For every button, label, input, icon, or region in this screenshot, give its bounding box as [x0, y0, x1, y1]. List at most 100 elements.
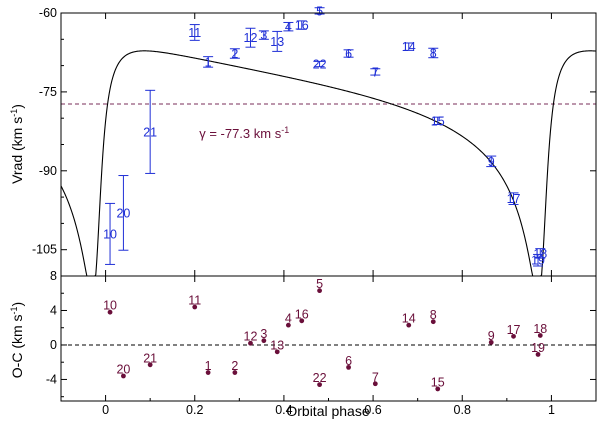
residual-point-label: 19: [531, 341, 545, 355]
residual-point-label: 1: [205, 359, 212, 373]
rv-errorbar: [486, 155, 497, 168]
residual-point: [535, 352, 541, 357]
rv-point-label: 8: [430, 46, 437, 60]
rv-errorbar: [343, 49, 354, 58]
residual-point-label: 7: [372, 370, 379, 384]
top-plot-frame: [60, 12, 597, 277]
rv-point-label: 14: [402, 40, 416, 54]
rv-point-label: 19: [531, 254, 545, 268]
residual-point-label: 15: [431, 375, 445, 389]
rv-errorbar: [314, 60, 325, 68]
rv-errorbar: [432, 116, 443, 126]
gamma-label: γ = -77.3 km s-1: [199, 125, 289, 141]
residual-point: [406, 322, 412, 328]
residual-point-label: 12: [244, 330, 258, 344]
rv-errorbar: [105, 202, 116, 265]
rv-errorbar: [296, 20, 307, 30]
residual-point: [372, 381, 378, 387]
x-tick-label: 1: [548, 403, 555, 417]
residual-point-label: 17: [507, 323, 521, 337]
bottom-y-tick-label: -4: [46, 372, 57, 386]
residual-point-label: 18: [533, 322, 547, 336]
residual-point: [121, 373, 126, 379]
residual-point: [192, 304, 198, 310]
orbit-curve-layer: [60, 50, 597, 277]
x-tick-label: 0.6: [364, 403, 381, 417]
rv-errorbar: [533, 253, 544, 267]
orbit-fit-curve: [60, 50, 597, 277]
bottom-y-tick-label: 8: [50, 269, 57, 283]
rv-point-label: 18: [533, 247, 547, 261]
rv-point-label: 5: [316, 4, 323, 18]
residual-point-label: 10: [103, 299, 117, 313]
residual-point-label: 9: [488, 329, 495, 343]
residual-point: [346, 364, 351, 370]
rv-errorbar: [370, 68, 381, 76]
error-bars-layer: [105, 7, 546, 267]
top-y-tick-label: -90: [39, 164, 57, 178]
residual-point-label: 8: [430, 308, 437, 322]
top-y-tick-label: -60: [39, 6, 57, 20]
residual-point-label: 2: [231, 359, 238, 373]
x-tick-label: 0.4: [275, 403, 292, 417]
x-tick-label: 0.2: [186, 403, 203, 417]
residual-point: [317, 288, 322, 294]
bottom-plot-frame: [60, 275, 597, 402]
rv-errorbar: [508, 192, 519, 205]
residual-point-label: 5: [316, 277, 323, 291]
residual-point-label: 22: [313, 371, 327, 385]
x-tick-label: 0.8: [454, 403, 471, 417]
bottom-y-axis-title: O-C (km s-1): [9, 302, 25, 378]
rv-point-label: 13: [270, 35, 284, 49]
bottom-y-tick-label: 4: [50, 303, 57, 317]
rv-point-label: 22: [313, 58, 327, 72]
residual-point: [511, 333, 516, 339]
residual-point-label: 14: [402, 312, 416, 326]
residual-point: [430, 319, 436, 325]
residual-point: [317, 382, 322, 388]
rv-point-label: 15: [431, 114, 445, 128]
residual-point: [488, 339, 494, 345]
bottom-y-tick-label: 0: [50, 338, 57, 352]
residual-point: [107, 309, 113, 315]
bottom-axes: 8 4 0 -4 0 0.2 0.4 0.6 0.8 1: [46, 269, 597, 417]
top-y-axis-title: Vrad (km s-1): [9, 104, 25, 184]
rv-point-label: 3: [260, 29, 267, 43]
rv-point-label: 17: [507, 192, 521, 206]
rv-errorbar: [535, 248, 546, 259]
rv-errorbar: [258, 30, 269, 40]
rv-errorbar: [245, 27, 256, 48]
residual-point: [537, 333, 543, 338]
rv-point-label: 20: [116, 206, 130, 220]
residual-point: [261, 338, 267, 344]
rv-point-label: 6: [345, 47, 352, 61]
rv-errorbar: [145, 89, 156, 174]
residual-point: [205, 370, 211, 375]
rv-point-label: 12: [244, 31, 258, 45]
top-y-tick-label: -75: [39, 85, 57, 99]
x-axis-title: Orbital phase: [286, 403, 369, 419]
residual-point-label: 21: [143, 351, 157, 365]
rv-point-label: 10: [103, 227, 117, 241]
residual-point-label: 13: [270, 338, 284, 352]
rv-errorbar: [283, 21, 294, 32]
rv-errorbar: [203, 56, 214, 68]
residual-point: [435, 386, 441, 392]
top-y-tick-label: -105: [32, 243, 57, 257]
rv-errorbar: [272, 30, 283, 52]
rv-point-label: 1: [205, 55, 212, 69]
rv-point-label: 7: [372, 65, 379, 79]
residual-point: [248, 340, 253, 346]
residual-point: [285, 322, 291, 328]
rv-errorbar: [118, 175, 129, 251]
rv-point-label: 4: [285, 20, 292, 34]
residual-point: [299, 318, 305, 324]
rv-point-label: 2: [231, 47, 238, 61]
residual-point-label: 20: [116, 363, 130, 377]
residual-point-label: 3: [260, 327, 267, 341]
